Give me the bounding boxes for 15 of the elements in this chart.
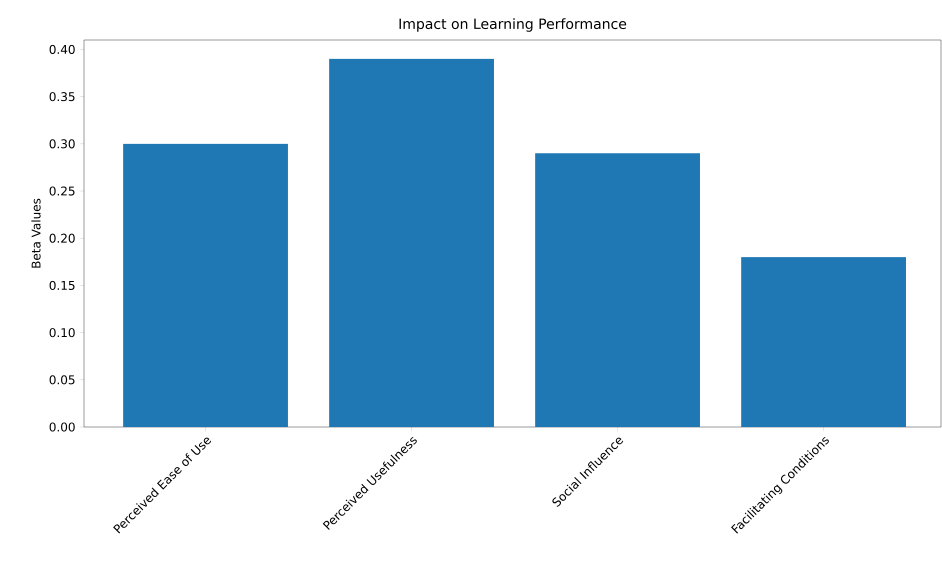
bar	[329, 58, 494, 427]
y-tick-label: 0.20	[50, 234, 75, 243]
bar	[535, 153, 700, 427]
y-tick-label: 0.30	[50, 139, 75, 148]
chart-title: Impact on Learning Performance	[400, 18, 626, 32]
y-tick-label: 0.25	[50, 186, 74, 196]
bar	[123, 144, 288, 427]
y-tick-label: 0.10	[50, 328, 75, 338]
y-axis-title: Beta Values	[31, 198, 41, 268]
y-tick-label: 0.40	[50, 44, 75, 54]
y-tick-label: 0.00	[50, 422, 75, 432]
y-tick-label: 0.15	[50, 280, 74, 290]
y-tick-label: 0.35	[50, 92, 74, 102]
bar	[741, 257, 906, 427]
y-tick-label: 0.05	[50, 375, 74, 384]
